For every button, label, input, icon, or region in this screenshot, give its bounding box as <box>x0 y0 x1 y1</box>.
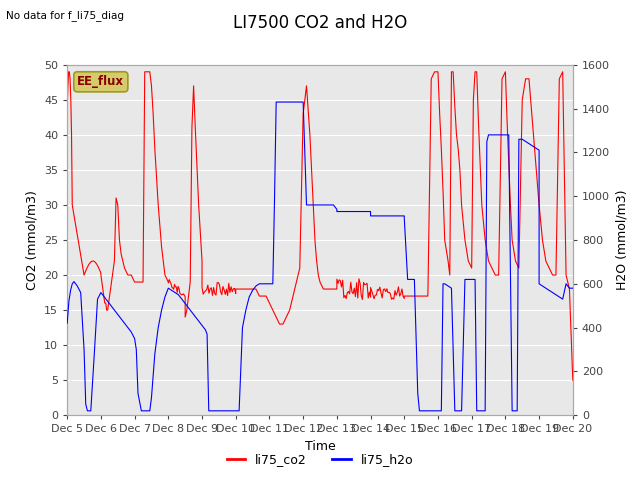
Legend: li75_co2, li75_h2o: li75_co2, li75_h2o <box>221 448 419 471</box>
Text: No data for f_li75_diag: No data for f_li75_diag <box>6 10 124 21</box>
Y-axis label: H2O (mmol/m3): H2O (mmol/m3) <box>616 190 628 290</box>
Text: LI7500 CO2 and H2O: LI7500 CO2 and H2O <box>233 14 407 33</box>
Text: EE_flux: EE_flux <box>77 75 124 88</box>
Y-axis label: CO2 (mmol/m3): CO2 (mmol/m3) <box>26 190 38 290</box>
X-axis label: Time: Time <box>305 440 335 453</box>
